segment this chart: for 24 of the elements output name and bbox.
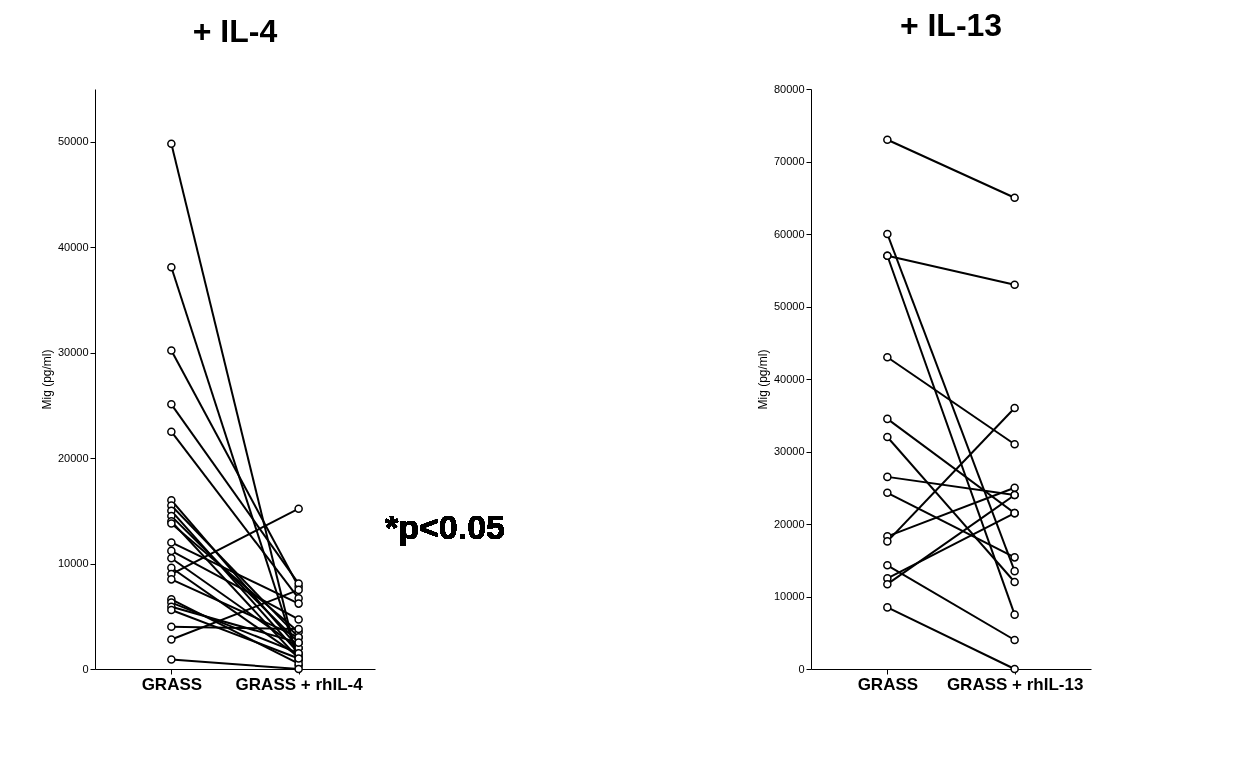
y-tick-label: 0 <box>798 662 805 675</box>
x-tick-label: GRASS <box>857 674 919 694</box>
x-tick-label: GRASS + rhIL-13 <box>946 674 1084 694</box>
y-tick-label: 20000 <box>773 517 805 530</box>
y-tick-label: 30000 <box>57 346 89 359</box>
y-tick-label: 50000 <box>57 135 89 148</box>
y-tick-label: 10000 <box>57 557 89 570</box>
chart-title: + IL-13 <box>899 7 1003 43</box>
y-tick-label: 0 <box>82 662 89 675</box>
y-tick-label: 20000 <box>57 451 89 464</box>
y-tick-label: 40000 <box>773 372 805 385</box>
text: *p<0.05 <box>385 508 506 546</box>
y-tick-label: 80000 <box>773 82 805 95</box>
chart-title: + IL-4 <box>192 13 278 49</box>
y-tick-label: 60000 <box>773 227 805 240</box>
y-tick-label: 10000 <box>773 590 805 602</box>
y-axis-title: Mig (pg/ml) <box>39 349 54 410</box>
y-tick-label: 40000 <box>57 240 89 253</box>
y-tick-label: 50000 <box>773 300 805 312</box>
y-tick-label: 30000 <box>773 445 805 457</box>
y-axis-title: Mig (pg/ml) <box>755 349 770 410</box>
y-tick-label: 70000 <box>773 155 805 167</box>
x-tick-label: GRASS + rhIL-4 <box>235 674 364 694</box>
x-tick-label: GRASS <box>141 674 203 694</box>
